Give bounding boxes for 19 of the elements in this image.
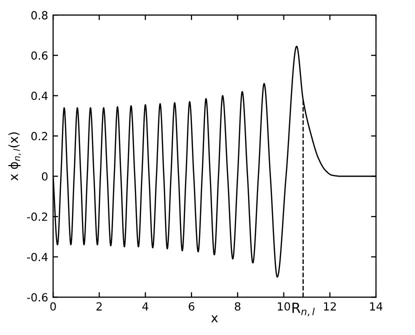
x-tick-label: 2 (96, 302, 102, 310)
x-tick-label: 10 (278, 302, 290, 311)
x-tick-label: 4 (142, 302, 148, 310)
y-tick-label: 0.4 (31, 92, 48, 100)
x-tick-label: 6 (188, 302, 194, 311)
y-tick-label: -0.2 (27, 212, 48, 221)
x-tick-label: 0 (50, 302, 56, 311)
x-tick-label: 14 (370, 302, 382, 310)
x-tick-label: 12 (324, 302, 336, 310)
x-tick-label: 8 (234, 302, 240, 311)
y-tick-label: 0.2 (31, 132, 48, 140)
y-tick-label: 0 (42, 172, 48, 181)
y-tick-label: 0.8 (31, 11, 48, 20)
y-axis-title: x ϕ$_{n,l}$(x) (8, 132, 21, 181)
y-tick-label: -0.6 (27, 293, 48, 302)
y-tick-label: -0.4 (27, 252, 48, 262)
x-axis-title: x (211, 315, 218, 322)
y-tick-label: 0.6 (31, 51, 48, 60)
ref-line-label: R$_{n,l}$ (292, 302, 315, 316)
